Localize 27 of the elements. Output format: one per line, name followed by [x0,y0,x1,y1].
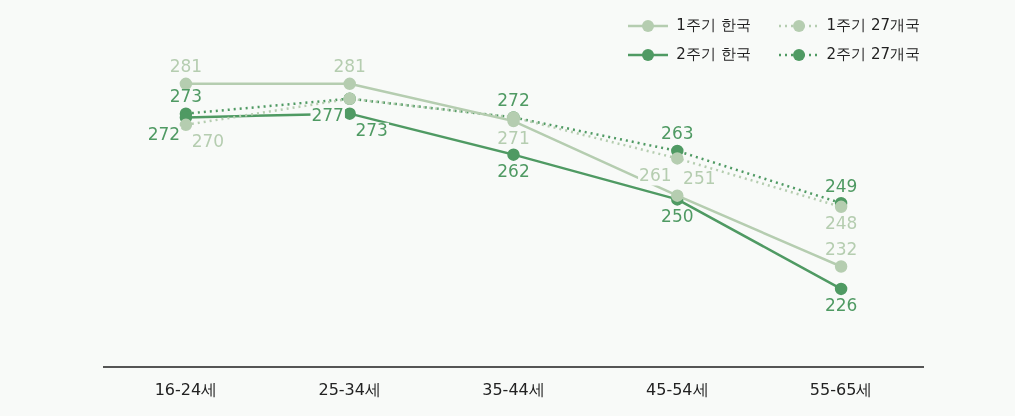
x-tick-label: 16-24세 [154,379,218,399]
x-tick-label: 55-65세 [809,379,873,399]
data-label: 281 [333,56,366,77]
legend-label: 1주기 한국 [676,16,751,35]
data-label: 226 [824,295,858,316]
data-label: 272 [497,89,530,110]
x-tick-label: 35-44세 [482,379,545,399]
data-label: 270 [191,131,225,152]
legend-label: 2주기 27개국 [826,45,920,64]
data-label: 249 [824,175,858,196]
x-tick-label: 45-54세 [646,379,709,399]
legend-label: 2주기 한국 [676,45,751,64]
data-label: 281 [169,56,203,77]
data-label: 273 [169,86,203,107]
x-tick-label: 25-34세 [318,379,381,399]
data-label: 261 [639,164,672,185]
data-label: 263 [661,123,694,144]
data-label: 273 [355,120,388,141]
data-label: 232 [824,238,858,259]
legend-label: 1주기 27개국 [826,16,920,35]
data-label: 271 [497,127,530,148]
data-label: 248 [824,213,858,234]
data-label: 277 [311,105,344,126]
data-label: 272 [147,123,181,144]
data-label: 250 [661,205,694,226]
data-label: 251 [683,168,716,189]
data-label: 262 [497,161,530,182]
